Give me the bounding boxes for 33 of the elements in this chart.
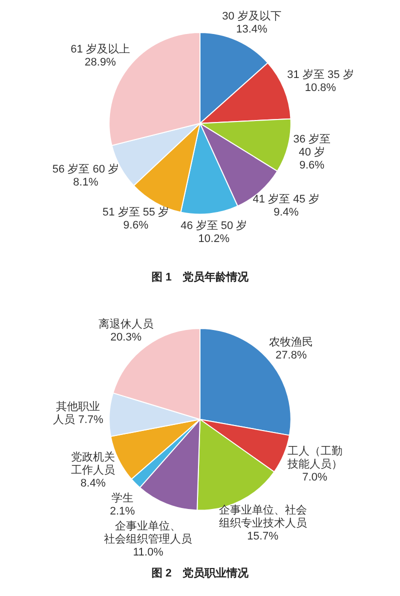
slice-label: 56 岁至 60 岁 <box>52 164 120 176</box>
data-label: 11.0% <box>132 546 164 558</box>
data-label: 9.6% <box>123 220 149 232</box>
data-label: 15.7% <box>247 530 279 543</box>
text: 图 1 党员年龄情况 <box>151 270 250 284</box>
text: 图 2 党员职业情况 <box>151 566 250 580</box>
data-label: 27.8% <box>276 349 307 362</box>
slice-label: 工人（工勤技能人员） <box>286 444 342 470</box>
slice-label: 其他职业人员 7.7% <box>53 400 104 426</box>
slice-label: 党政机关工作人员 <box>71 450 116 476</box>
slice-label: 学生 <box>111 491 134 504</box>
slice-label: 企事业单位、社会组织专业技术人员 <box>218 504 307 530</box>
slice-label: 61 岁及以上 <box>70 42 130 56</box>
data-label: 20.3% <box>110 332 142 344</box>
data-label: 2.1% <box>110 505 136 518</box>
data-label: 13.4% <box>236 24 268 36</box>
data-label: 9.4% <box>274 206 299 218</box>
slice-label: 41 岁至 45 岁 <box>252 193 320 206</box>
slice-label: 31 岁至 35 岁 <box>287 69 354 82</box>
data-label: 7.0% <box>302 471 328 484</box>
slice-label: 46 岁至 50 岁 <box>180 220 248 232</box>
slice-label: 企事业单位、社会组织管理人员 <box>104 519 192 546</box>
slice-label: 离退休人员 <box>98 318 154 331</box>
data-label: 10.2% <box>198 233 230 246</box>
slice-label: 农牧渔民 <box>269 336 314 348</box>
data-label: 28.9% <box>84 56 116 68</box>
data-label: 8.4% <box>80 477 106 490</box>
slice-label: 51 岁至 55 岁 <box>102 206 170 219</box>
slice-label: 36 岁至 40 岁 <box>293 133 331 158</box>
data-label: 8.1% <box>73 176 98 189</box>
data-label: 9.6% <box>299 159 325 172</box>
slice-label: 30 岁及以下 <box>222 10 282 23</box>
data-label: 10.8% <box>304 82 336 94</box>
